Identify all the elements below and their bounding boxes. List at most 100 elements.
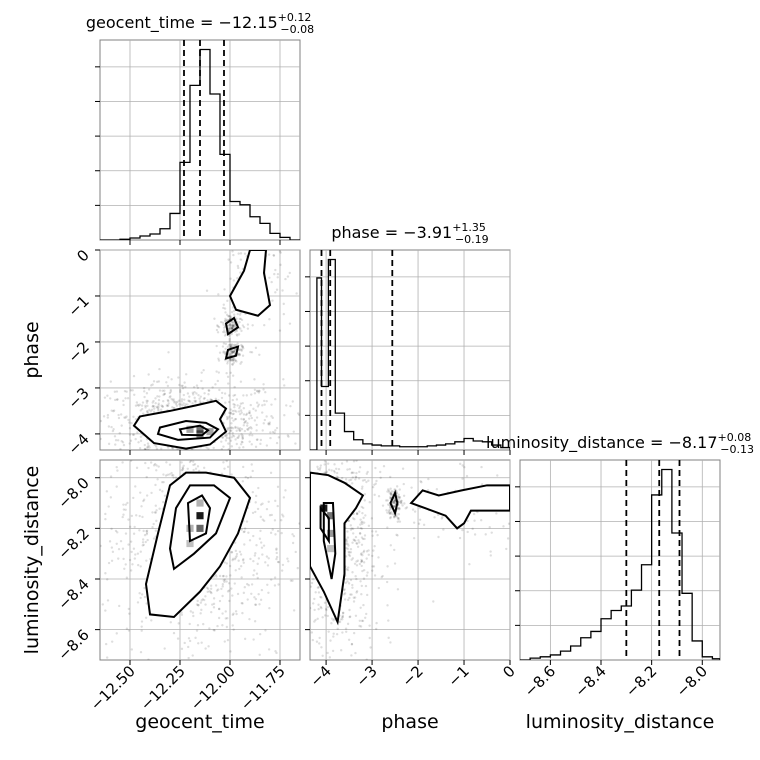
panel-geocent-time-vs-phase-sample-dot [230,310,234,314]
panel-geocent-time-vs-phase-sample-dot [151,405,154,408]
panel-geocent-time-vs-phase-sample-dot [180,400,184,403]
panel-geocent-time-vs-phase-sample-dot [124,416,127,419]
panel-geocent-time-vs-luminosity-distance-sample-dot [202,466,206,470]
panel-phase-vs-luminosity-distance-sample-dot [313,597,316,601]
panel-phase-vs-luminosity-distance-sample-dot [328,468,331,471]
panel-phase-vs-luminosity-distance-sample-dot [398,496,402,499]
panel-geocent-time-vs-luminosity-distance-sample-dot [240,528,243,531]
panel-geocent-time-vs-luminosity-distance-sample-dot [228,589,231,592]
panel-geocent-time-vs-phase-sample-dot [172,398,175,401]
panel-geocent-time-vs-luminosity-distance-sample-dot [212,606,216,609]
panel-phase-vs-luminosity-distance-sample-dot [353,518,356,521]
panel-geocent-time-vs-phase-ytick-label: 0 [73,246,92,265]
panel-geocent-time-vs-phase-sample-dot [158,395,161,398]
panel-phase-vs-luminosity-distance-sample-dot [348,608,351,612]
panel-geocent-time-vs-phase-sample-dot [231,250,234,253]
panel-geocent-time-vs-phase-sample-dot [106,394,109,397]
panel-geocent-time-vs-phase-sample-dot [114,398,117,402]
panel-geocent-time-vs-phase-sample-dot [232,324,235,328]
panel-geocent-time-vs-luminosity-distance-density-cell [196,512,204,520]
panel-geocent-time-vs-luminosity-distance-sample-dot [284,489,287,492]
panel-geocent-time-vs-phase-sample-dot [284,277,287,281]
panel-geocent-time-vs-phase-sample-dot [182,393,186,397]
panel-geocent-time-vs-luminosity-distance-sample-dot [105,490,109,493]
panel-geocent-time-vs-phase-sample-dot [288,322,292,325]
panel-geocent-time-vs-luminosity-distance-sample-dot [135,466,139,470]
panel-geocent-time-vs-luminosity-distance-sample-dot [139,550,142,553]
panel-phase-vs-luminosity-distance-sample-dot [436,513,440,517]
panel-geocent-time-vs-luminosity-distance-sample-dot [224,610,227,613]
panel-phase-vs-luminosity-distance-sample-dot [360,536,364,539]
panel-geocent-time-vs-phase-sample-dot [234,425,237,429]
panel-geocent-time-vs-luminosity-distance-sample-dot [110,546,114,549]
panel-phase-vs-luminosity-distance-density-cell [327,545,335,553]
panel-geocent-time-vs-luminosity-distance-sample-dot [259,515,262,519]
panel-geocent-time-vs-phase-contour-fill [230,250,270,316]
panel-phase-vs-luminosity-distance-sample-dot [397,516,400,520]
panel-geocent-time-vs-luminosity-distance-sample-dot [251,469,254,473]
panel-geocent-time-vs-phase-sample-dot [258,389,261,393]
panel-geocent-time-vs-phase-sample-dot [236,334,239,337]
panel-geocent-time-vs-phase-sample-dot [168,396,171,399]
panel-geocent-time-vs-phase-sample-dot [249,426,252,429]
panel-geocent-time-vs-luminosity-distance-sample-dot [144,540,147,544]
panel-phase-vs-luminosity-distance-sample-dot [398,508,401,511]
panel-geocent-time-vs-phase-sample-dot [255,389,259,393]
panel-geocent-time-vs-phase-sample-dot [231,426,235,430]
panel-phase-vs-luminosity-distance-sample-dot [351,482,354,485]
panel-phase-vs-luminosity-distance-sample-dot [398,520,402,523]
panel-geocent-time-vs-luminosity-distance-sample-dot [140,505,143,508]
panel-geocent-time-vs-luminosity-distance-sample-dot [147,466,150,470]
panel-geocent-time-vs-phase-sample-dot [227,314,231,318]
hist-luminosity-distance-xtick-label: −8.0 [673,662,711,700]
panel-geocent-time-vs-phase-sample-dot [192,385,196,389]
panel-geocent-time-vs-phase-sample-dot [113,390,117,393]
panel-phase-vs-luminosity-distance-sample-dot [389,516,392,519]
panel-geocent-time-vs-phase-sample-dot [200,379,203,383]
panel-geocent-time-vs-phase-sample-dot [245,394,248,397]
panel-geocent-time-vs-phase-sample-dot [229,315,233,318]
panel-geocent-time-vs-phase-sample-dot [202,397,206,400]
panel-geocent-time-vs-phase-sample-dot [165,404,169,407]
panel-geocent-time-vs-luminosity-distance-sample-dot [135,514,138,517]
panel-geocent-time-vs-phase-sample-dot [244,420,248,423]
panel-geocent-time-vs-luminosity-distance-sample-dot [153,462,157,466]
panel-geocent-time-vs-luminosity-distance-sample-dot [130,550,133,554]
panel-phase-vs-luminosity-distance-sample-dot [399,499,403,502]
panel-phase-vs-luminosity-distance-sample-dot [397,506,401,510]
panel-phase-vs-luminosity-distance-sample-dot [360,552,363,555]
panel-geocent-time-vs-luminosity-distance-sample-dot [250,463,253,466]
panel-geocent-time-vs-luminosity-distance-sample-dot [230,473,233,476]
panel-geocent-time-vs-luminosity-distance-sample-dot [280,569,284,572]
panel-geocent-time-vs-phase-sample-dot [233,393,237,397]
panel-geocent-time-vs-luminosity-distance-sample-dot [150,619,153,622]
panel-geocent-time-vs-phase-sample-dot [231,358,235,362]
panel-geocent-time-vs-phase-sample-dot [220,391,224,395]
panel-geocent-time-vs-luminosity-distance-sample-dot [259,503,263,506]
panel-phase-vs-luminosity-distance-sample-dot [351,583,354,587]
panel-geocent-time-vs-phase-sample-dot [225,417,229,421]
panel-geocent-time-vs-phase-sample-dot [216,379,220,383]
panel-geocent-time-vs-luminosity-distance-sample-dot [242,561,245,564]
panel-geocent-time-vs-luminosity-distance-sample-dot [169,621,173,624]
panel-phase-vs-luminosity-distance-sample-dot [361,537,365,541]
panel-geocent-time-vs-luminosity-distance-sample-dot [110,559,114,563]
panel-geocent-time-vs-phase-sample-dot [225,318,229,322]
panel-geocent-time-vs-luminosity-distance-sample-dot [200,608,203,612]
panel-phase-vs-luminosity-distance-sample-dot [361,479,365,482]
panel-geocent-time-vs-phase-sample-dot [236,264,240,268]
panel-geocent-time-vs-phase-sample-dot [170,397,173,401]
panel-phase-vs-luminosity-distance-sample-dot [360,560,364,563]
panel-geocent-time-vs-luminosity-distance-sample-dot [162,473,165,476]
panel-geocent-time-vs-phase-sample-dot [178,383,181,387]
panel-geocent-time-vs-phase-sample-dot [122,443,126,447]
panel-phase-vs-luminosity-distance-sample-dot [410,486,413,489]
panel-geocent-time-vs-luminosity-distance-sample-dot [187,637,191,640]
panel-geocent-time-vs-phase-sample-dot [227,343,231,347]
panel-geocent-time-vs-luminosity-distance-sample-dot [257,486,260,490]
panel-geocent-time-vs-phase-sample-dot [227,448,230,450]
panel-phase-vs-luminosity-distance-sample-dot [461,464,464,467]
panel-geocent-time-vs-luminosity-distance-sample-dot [276,529,280,533]
panel-geocent-time-vs-phase-sample-dot [232,350,236,354]
panel-geocent-time-vs-luminosity-distance-sample-dot [168,463,172,466]
